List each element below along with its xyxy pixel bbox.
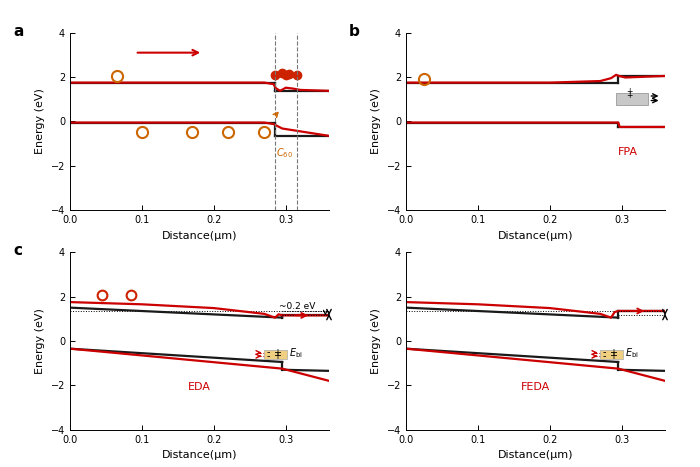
Y-axis label: Energy (eV): Energy (eV) bbox=[371, 308, 382, 374]
Text: FPA: FPA bbox=[617, 147, 638, 157]
Y-axis label: Energy (eV): Energy (eV) bbox=[35, 308, 46, 374]
Y-axis label: Energy (eV): Energy (eV) bbox=[371, 88, 382, 155]
Text: +: + bbox=[273, 351, 281, 361]
Text: $E_{\rm bi}$: $E_{\rm bi}$ bbox=[625, 347, 639, 360]
Text: +: + bbox=[609, 351, 617, 361]
X-axis label: Distance(μm): Distance(μm) bbox=[162, 450, 237, 460]
Text: -: - bbox=[266, 351, 270, 361]
Bar bbox=[616, 92, 648, 105]
X-axis label: Distance(μm): Distance(μm) bbox=[498, 231, 573, 241]
Bar bbox=[265, 350, 287, 359]
X-axis label: Distance(μm): Distance(μm) bbox=[498, 450, 573, 460]
Text: b: b bbox=[349, 24, 360, 39]
Text: EDA: EDA bbox=[188, 382, 211, 392]
Text: -: - bbox=[602, 347, 606, 358]
Text: c: c bbox=[13, 243, 22, 258]
Text: -: - bbox=[266, 347, 270, 358]
Bar bbox=[601, 350, 623, 359]
Text: +: + bbox=[273, 347, 281, 358]
Text: +: + bbox=[626, 86, 632, 96]
Text: $E_{\rm bi}$: $E_{\rm bi}$ bbox=[289, 347, 303, 360]
Text: ~0.2 eV: ~0.2 eV bbox=[279, 303, 315, 311]
Text: FEDA: FEDA bbox=[521, 382, 550, 392]
Text: a: a bbox=[13, 24, 23, 39]
X-axis label: Distance(μm): Distance(μm) bbox=[162, 231, 237, 241]
Y-axis label: Energy (eV): Energy (eV) bbox=[35, 88, 46, 155]
Text: +: + bbox=[626, 91, 632, 100]
Text: +: + bbox=[609, 347, 617, 358]
Text: $C_{60}$: $C_{60}$ bbox=[276, 146, 293, 160]
Text: -: - bbox=[602, 351, 606, 361]
